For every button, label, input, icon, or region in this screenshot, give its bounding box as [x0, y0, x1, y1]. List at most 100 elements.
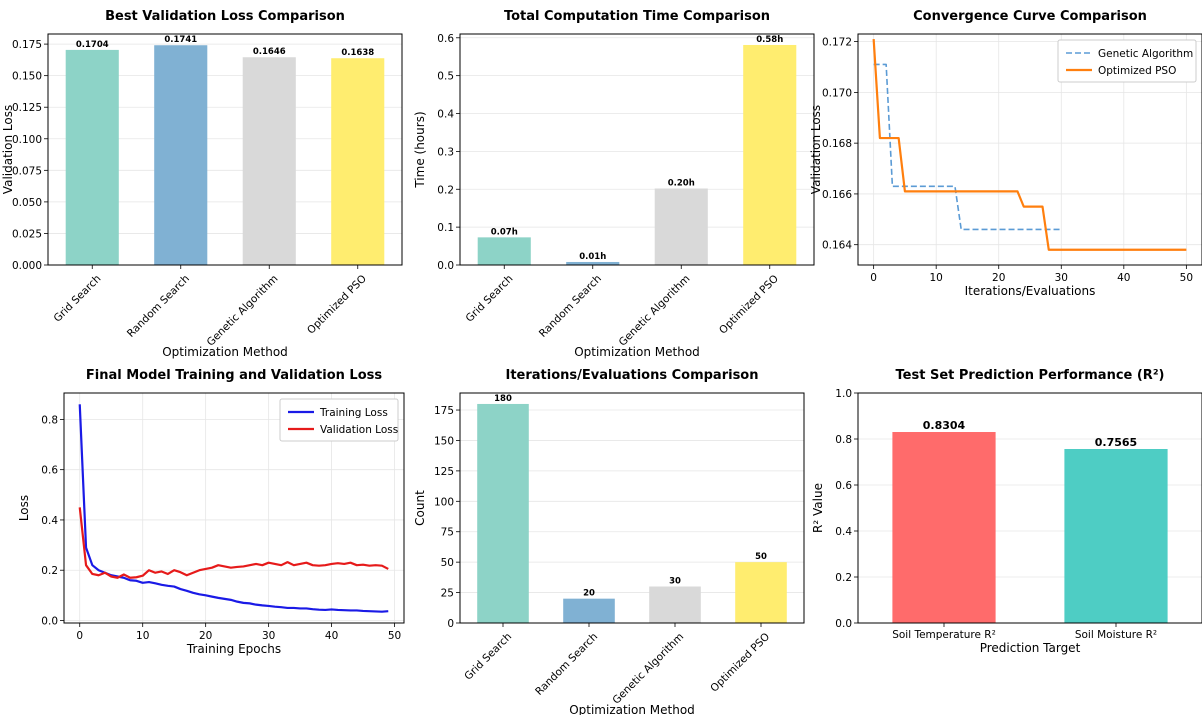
x-tick-label: Grid Search [52, 273, 104, 325]
bar [654, 188, 708, 265]
bar [65, 49, 119, 265]
x-tick-label: 10 [136, 630, 149, 642]
y-tick-label: 0.168 [822, 138, 852, 150]
y-axis-label: Time (hours) [413, 111, 427, 188]
legend-label: Genetic Algorithm [1098, 48, 1193, 60]
y-tick-label: 0.5 [437, 71, 454, 83]
plot-frame [857, 33, 1202, 266]
plot-frame [459, 392, 805, 624]
x-tick-label: 20 [992, 272, 1005, 284]
chart-title: Final Model Training and Validation Loss [86, 368, 383, 383]
y-tick-label: 50 [441, 557, 454, 569]
series-line [873, 63, 1062, 231]
bar-value-label: 0.7565 [1095, 436, 1137, 449]
x-tick-label: Soil Temperature R² [892, 629, 996, 641]
chart-title: Best Validation Loss Comparison [105, 9, 345, 24]
y-tick-label: 0.125 [12, 102, 42, 114]
x-tick-label: Grid Search [464, 273, 516, 325]
y-tick-label: 0.3 [437, 146, 454, 158]
bar-value-label: 0.01h [579, 252, 606, 262]
y-tick-label: 100 [434, 496, 454, 508]
x-tick-label: 30 [262, 630, 275, 642]
x-tick-label: Optimized PSO [305, 273, 369, 337]
bar [331, 58, 385, 265]
chart-panel-6: Test Set Prediction Performance (R²) 0.0 0… [811, 368, 1202, 655]
y-tick-label: 0.100 [12, 134, 42, 146]
x-tick-label: Grid Search [462, 631, 514, 683]
y-tick-label: 0.0 [41, 615, 58, 627]
y-tick-label: 0.164 [822, 240, 852, 252]
y-tick-label: 0.150 [12, 71, 42, 83]
chart-panel-1: Best Validation Loss Comparison 0.000 0.02… [1, 9, 403, 359]
plot-frame [63, 392, 405, 624]
y-tick-label: 0 [447, 618, 454, 630]
x-axis-label: Optimization Method [162, 345, 288, 359]
bar-value-label: 0.1646 [253, 47, 286, 57]
bar [1064, 449, 1168, 623]
y-tick-label: 0.025 [12, 228, 42, 240]
x-axis-label: Prediction Target [980, 641, 1081, 655]
bar [563, 598, 615, 623]
y-tick-label: 175 [434, 405, 454, 417]
chart-title: Test Set Prediction Performance (R²) [896, 368, 1165, 383]
x-tick-label: Random Search [125, 273, 192, 340]
y-tick-label: 0.6 [835, 480, 852, 492]
bar-value-label: 50 [755, 552, 767, 562]
y-axis-label: Validation Loss [1, 105, 15, 194]
bar-value-label: 0.07h [491, 227, 518, 237]
x-axis-label: Optimization Method [569, 703, 695, 715]
chart-panel-5: Iterations/Evaluations Comparison 0 25 50 75… [413, 368, 805, 715]
y-tick-label: 0.2 [41, 565, 58, 577]
legend-label: Validation Loss [320, 424, 398, 436]
y-tick-label: 0.175 [12, 39, 42, 51]
y-tick-label: 0.170 [822, 87, 852, 99]
y-axis-label: Count [413, 490, 427, 526]
x-tick-label: 0 [76, 630, 83, 642]
y-tick-label: 0.2 [835, 572, 852, 584]
plot-frame [47, 33, 403, 266]
bar-value-label: 180 [494, 394, 512, 404]
legend-label: Training Loss [319, 407, 388, 419]
x-tick-label: Random Search [533, 631, 600, 698]
bar-value-label: 0.20h [668, 179, 695, 189]
x-tick-label: 30 [1055, 272, 1068, 284]
x-tick-label: 50 [388, 630, 401, 642]
x-axis-label: Training Epochs [186, 642, 281, 656]
legend: Genetic Algorithm Optimized PSO [1057, 39, 1197, 83]
y-tick-label: 0.075 [12, 165, 42, 177]
y-tick-label: 0.8 [835, 434, 852, 446]
bar [242, 57, 296, 266]
bar-value-label: 30 [669, 576, 681, 586]
y-tick-label: 0.2 [437, 184, 454, 196]
y-tick-label: 0.000 [12, 260, 42, 272]
y-tick-label: 0.8 [41, 414, 58, 426]
y-tick-label: 0.0 [437, 260, 454, 272]
y-tick-label: 0.050 [12, 197, 42, 209]
y-tick-label: 0.4 [437, 109, 454, 121]
x-tick-label: Random Search [537, 273, 604, 340]
bar [477, 237, 531, 265]
chart-panel-3: Convergence Curve Comparison 0 10 20 30 40 50 0… [809, 9, 1202, 298]
y-tick-label: 0.4 [835, 526, 852, 538]
legend-box [279, 398, 399, 442]
x-tick-label: 0 [870, 272, 877, 284]
bar-value-label: 0.1638 [341, 48, 374, 58]
y-tick-label: 1.0 [835, 388, 852, 400]
x-tick-label: Genetic Algorithm [205, 273, 281, 349]
y-tick-label: 0.6 [437, 33, 454, 45]
x-tick-label: 40 [325, 630, 338, 642]
series-line [872, 39, 1187, 251]
legend-label: Optimized PSO [1098, 65, 1176, 77]
y-tick-label: 125 [434, 466, 454, 478]
bar-value-label: 0.8304 [923, 419, 966, 432]
bar [735, 562, 787, 623]
bar [892, 432, 996, 623]
legend: Training Loss Validation Loss [279, 398, 399, 442]
bar-value-label: 0.58h [756, 35, 783, 45]
y-tick-label: 0.166 [822, 189, 852, 201]
x-tick-label: 10 [929, 272, 942, 284]
x-tick-label: 50 [1180, 272, 1193, 284]
legend-box [1057, 39, 1197, 83]
chart-panel-2: Total Computation Time Comparison 0.0 0.1 0… [413, 9, 815, 359]
